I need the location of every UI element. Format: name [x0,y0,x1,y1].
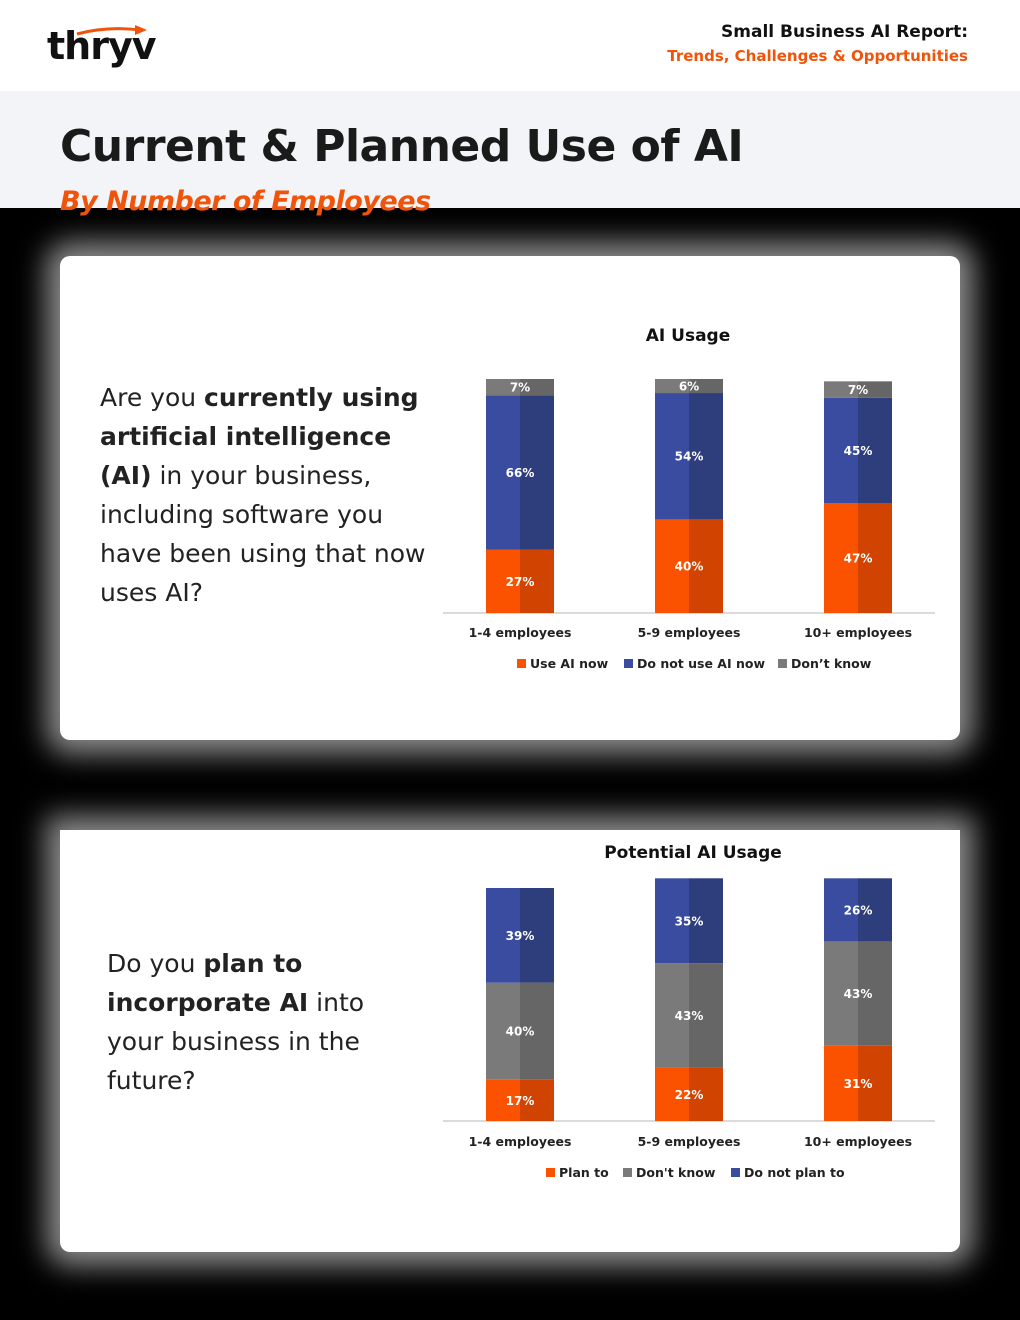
bar-segment [486,379,520,396]
data-label: 40% [675,560,704,574]
bar-segment-shade [858,503,892,613]
legend-label: Use AI now [530,656,609,671]
question-planned-use: Do you plan to incorporate AI into your … [107,944,427,1100]
legend-label: Don’t know [791,656,872,671]
bar-segment [824,878,858,942]
data-label: 31% [844,1077,873,1091]
bar-segment [824,397,858,504]
data-label: 45% [844,444,873,458]
bar-segment-shade [858,381,892,398]
chart-title: AI Usage [646,326,731,346]
data-label: 6% [679,380,699,394]
data-label: 26% [844,903,873,917]
bar-segment [486,395,520,550]
data-label: 40% [506,1025,535,1039]
bar-segment [655,1067,689,1121]
bar-segment [824,381,858,398]
bar-segment [655,393,689,520]
bar-segment-shade [520,1079,554,1121]
bar-segment [655,963,689,1068]
page-title: Current & Planned Use of AI [60,121,744,172]
category-label: 1-4 employees [469,1134,572,1149]
logo-swoosh-icon [76,25,147,36]
legend-label: Do not plan to [744,1165,845,1180]
data-label: 27% [506,575,535,589]
question-current-use: Are you currently using artificial intel… [100,378,430,612]
ai-usage-chart: AI Usage 27% 66% 7% 1-4 employees 40% 54% 6% 5-9… [443,326,935,671]
bar-segment [824,1045,858,1121]
bar-segment-shade [858,397,892,504]
bar-segment-shade [858,941,892,1046]
bar-segment [824,503,858,613]
legend-swatch [624,659,633,668]
bar-segment-shade [520,982,554,1080]
bar-segment [655,379,689,394]
category-label: 10+ employees [804,625,912,640]
data-label: 54% [675,450,704,464]
category-label: 1-4 employees [469,625,572,640]
bar-segment-shade [520,888,554,983]
report-title: Small Business AI Report: [721,22,968,42]
data-label: 47% [844,552,873,566]
data-label: 39% [506,929,535,943]
question-text: into your business in the future? [107,988,365,1095]
category-label: 5-9 employees [638,1134,741,1149]
potential-ai-usage-chart: Potential AI Usage 17% 40% 39% 1-4 employees… [443,843,935,1180]
thryv-logo: thryv [47,24,157,72]
report-subtitle: Trends, Challenges & Opportunities [667,47,968,65]
bar-segment-shade [858,878,892,942]
data-label: 66% [506,466,535,480]
bar-segment [486,1079,520,1121]
bar-segment-shade [689,878,723,964]
question-emphasis: plan to incorporate AI [107,949,309,1017]
bar-segment-shade [689,393,723,520]
legend-swatch [731,1168,740,1177]
data-label: 35% [675,914,704,928]
bar-segment-shade [689,963,723,1068]
bar-segment [655,878,689,964]
legend-swatch [778,659,787,668]
hero-band [0,91,1020,208]
bar-segment [655,519,689,613]
data-label: 7% [848,383,868,397]
page-subtitle: By Number of Employees [60,186,431,217]
question-text: Are you [100,383,205,412]
legend-swatch [517,659,526,668]
bar-segment [824,941,858,1046]
bar-segment-shade [520,549,554,613]
bar-segment [486,549,520,613]
bar-segment [486,888,520,983]
data-label: 43% [675,1009,704,1023]
category-label: 10+ employees [804,1134,912,1149]
data-label: 22% [675,1088,704,1102]
data-label: 7% [510,381,530,395]
question-emphasis: currently using artificial intelligence … [100,383,419,490]
bar-segment-shade [689,519,723,613]
legend-swatch [623,1168,632,1177]
bar-segment-shade [689,379,723,394]
bar-segment-shade [520,379,554,396]
legend-swatch [546,1168,555,1177]
top-bar: thryv Small Business AI Report: Trends, … [0,0,1020,91]
question-text: in your business, including software you… [100,461,426,607]
legend-label: Don't know [636,1165,716,1180]
chart-title: Potential AI Usage [604,843,782,863]
bar-segment-shade [689,1067,723,1121]
bar-segment [486,982,520,1080]
bar-segment-shade [858,1045,892,1121]
data-label: 17% [506,1094,535,1108]
question-text: Do you [107,949,204,978]
legend-label: Plan to [559,1165,609,1180]
data-label: 43% [844,987,873,1001]
category-label: 5-9 employees [638,625,741,640]
legend-label: Do not use AI now [637,656,765,671]
bar-segment-shade [520,395,554,550]
